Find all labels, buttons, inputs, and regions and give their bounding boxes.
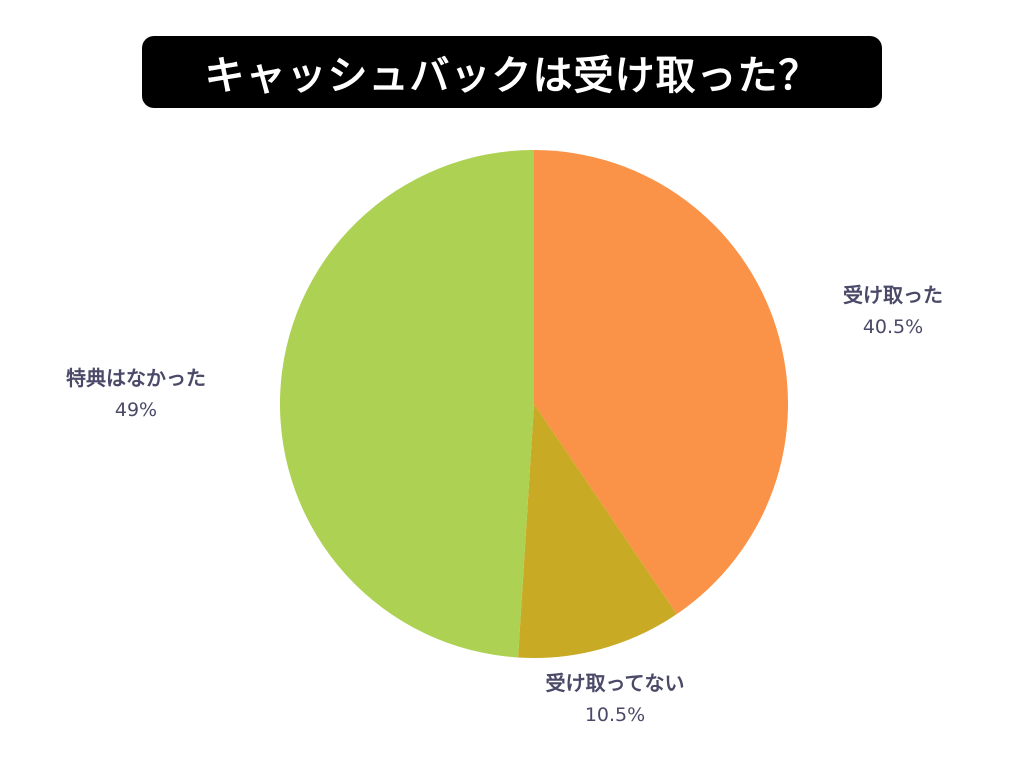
slice-name-received: 受け取った bbox=[843, 283, 943, 307]
slice-value-no-bonus: 49% bbox=[114, 399, 158, 421]
slice-value-not-received: 10.5% bbox=[584, 704, 646, 726]
slice-name-not-received: 受け取ってない bbox=[545, 671, 685, 695]
chart-title: キャッシュバックは受け取った？ bbox=[204, 53, 820, 99]
pie-slice-not-received bbox=[518, 404, 677, 659]
chart-title-box: キャッシュバックは受け取った？ bbox=[142, 36, 882, 108]
slice-label-not-received: 受け取ってない 10.5% bbox=[546, 668, 685, 732]
pie-slice-no-bonus bbox=[279, 149, 534, 658]
pie-slice-received bbox=[534, 150, 789, 615]
slice-label-no-bonus: 特典はなかった 49% bbox=[66, 363, 206, 427]
slice-name-no-bonus: 特典はなかった bbox=[66, 366, 206, 390]
slice-value-received: 40.5% bbox=[862, 316, 924, 338]
slice-label-received: 受け取った 40.5% bbox=[843, 280, 943, 344]
